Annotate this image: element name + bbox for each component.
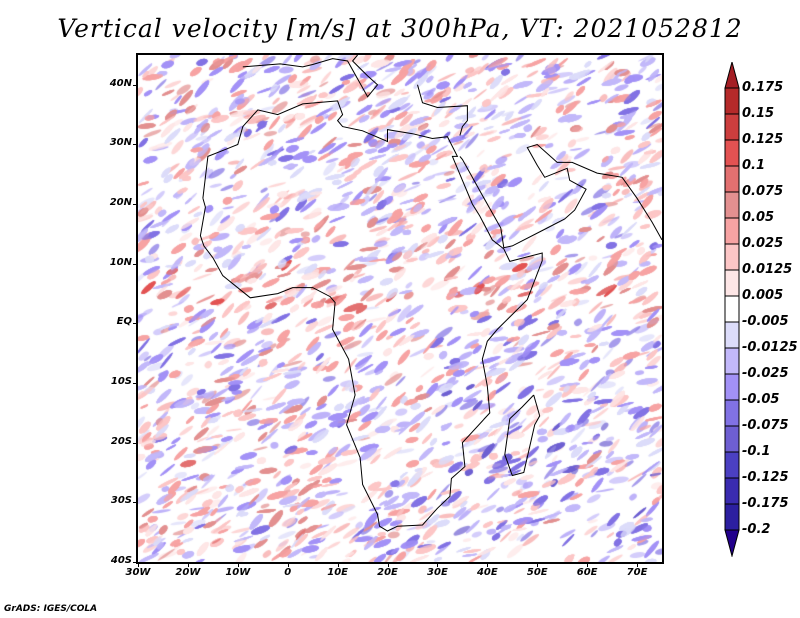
colorbar-box	[724, 425, 740, 453]
europe-coastline	[242, 55, 379, 98]
colorbar-label: 0.0125	[742, 262, 793, 277]
turkey-coastline	[417, 84, 468, 136]
madagascar-coastline	[504, 394, 541, 477]
lat-tick-mark	[133, 204, 138, 206]
lon-tick-mark	[237, 562, 239, 567]
colorbar-box	[724, 321, 740, 349]
colorbar-box	[724, 347, 740, 375]
africa-coastline	[199, 100, 543, 532]
arabia-coastline	[459, 143, 662, 249]
lon-tick-label: 10E	[327, 567, 348, 578]
lon-tick-label: 20W	[175, 567, 201, 578]
colorbar-label: -0.005	[742, 314, 789, 329]
lon-tick-mark	[587, 562, 589, 567]
lon-tick-label: 30E	[427, 567, 448, 578]
colorbar-label: 0.075	[742, 184, 784, 199]
colorbar-bottom-triangle	[724, 529, 740, 557]
colorbar-box	[724, 373, 740, 401]
colorbar-box	[724, 191, 740, 219]
lon-tick-mark	[387, 562, 389, 567]
lat-tick-mark	[133, 263, 138, 265]
colorbar-label: -0.025	[742, 366, 789, 381]
chart-title: Vertical velocity [m/s] at 300hPa, VT: 2…	[57, 14, 743, 43]
lon-tick-label: 50E	[526, 567, 548, 578]
colorbar: 0.175 0.15 0.125 0.1 0.075 0.05 0.025 0.0125 0.0…	[724, 62, 800, 557]
lon-tick-label: 40E	[476, 567, 498, 578]
colorbar-box	[724, 243, 740, 271]
grads-credit: GrADS: IGES/COLA	[4, 604, 98, 614]
lat-tick-mark	[133, 562, 138, 563]
colorbar-box	[724, 87, 740, 115]
lat-tick-label: 10N	[109, 256, 132, 268]
colorbar-label: -0.1	[742, 444, 771, 459]
colorbar-box	[724, 269, 740, 297]
lon-tick-mark	[437, 562, 439, 567]
lon-tick-mark	[287, 562, 289, 567]
lat-tick-mark	[133, 144, 138, 146]
lat-tick-mark	[133, 383, 138, 385]
colorbar-boxes	[724, 62, 740, 557]
lat-tick-label: 20N	[109, 197, 132, 209]
colorbar-label: -0.05	[742, 392, 780, 407]
colorbar-box	[724, 217, 740, 245]
colorbar-label: 0.125	[742, 132, 784, 147]
colorbar-label: 0.05	[742, 210, 775, 225]
colorbar-label: -0.2	[742, 522, 771, 537]
colorbar-label: -0.0125	[742, 340, 798, 355]
lon-tick-mark	[187, 562, 189, 567]
colorbar-label: -0.125	[742, 470, 789, 485]
lon-tick-label: 0	[284, 567, 292, 578]
lon-tick-mark	[337, 562, 339, 567]
lon-tick-label: 30W	[125, 567, 151, 578]
lat-tick-mark	[133, 84, 138, 86]
colorbar-box	[724, 451, 740, 479]
colorbar-label: -0.075	[742, 418, 789, 433]
lat-tick-label: EQ	[116, 316, 132, 328]
lon-tick-mark	[637, 562, 639, 567]
colorbar-box	[724, 139, 740, 167]
lat-tick-label: 20S	[110, 435, 132, 447]
lon-tick-label: 70E	[626, 567, 648, 578]
lat-tick-mark	[133, 442, 138, 444]
lon-tick-label: 20E	[377, 567, 398, 578]
lat-tick-label: 40N	[109, 77, 132, 89]
colorbar-label: 0.15	[742, 106, 775, 121]
coastlines-borders	[199, 55, 662, 532]
colorbar-box	[724, 503, 740, 531]
colorbar-top-triangle	[724, 62, 740, 89]
colorbar-label: 0.175	[742, 80, 784, 95]
colorbar-box	[724, 165, 740, 193]
vertical-velocity-field	[138, 55, 662, 562]
colorbar-label: 0.025	[742, 236, 784, 251]
colorbar-label: 0.005	[742, 288, 784, 303]
map-frame	[136, 53, 664, 564]
lat-tick-label: 30S	[110, 495, 132, 507]
lon-tick-mark	[487, 562, 489, 567]
lon-tick-label: 60E	[576, 567, 598, 578]
lat-tick-label: 30N	[109, 137, 132, 149]
colorbar-box	[724, 477, 740, 505]
lon-tick-label: 10W	[225, 567, 251, 578]
lat-tick-label: 10S	[110, 376, 132, 388]
lon-tick-mark	[138, 562, 139, 567]
lat-tick-mark	[133, 323, 138, 325]
colorbar-box	[724, 295, 740, 323]
lon-tick-mark	[537, 562, 539, 567]
colorbar-label: -0.175	[742, 496, 789, 511]
colorbar-label: 0.1	[742, 158, 766, 173]
colorbar-box	[724, 113, 740, 141]
lat-tick-label: 40S	[110, 555, 132, 566]
lat-tick-mark	[133, 502, 138, 504]
colorbar-box	[724, 399, 740, 427]
